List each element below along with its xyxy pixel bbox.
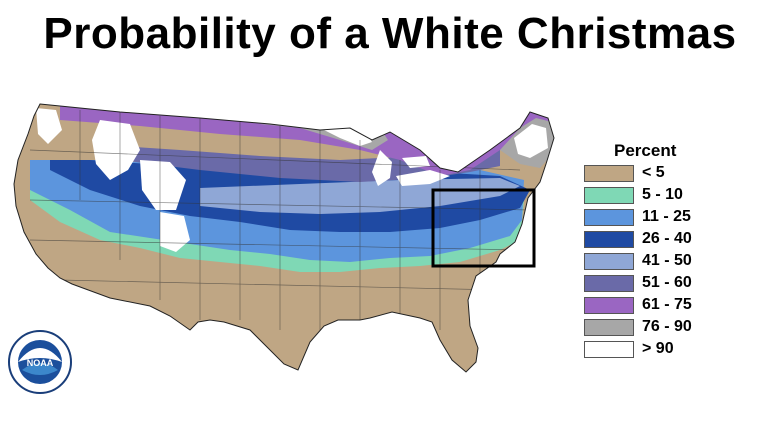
legend-item: 61 - 75 [584, 294, 754, 316]
legend-label: 41 - 50 [642, 252, 692, 269]
legend-item: 76 - 90 [584, 316, 754, 338]
map-zone-over-90-ne [514, 124, 548, 158]
legend-item: 11 - 25 [584, 206, 754, 228]
map-zone-over-90-co [160, 212, 190, 252]
legend-swatch [584, 340, 634, 358]
legend-item: < 5 [584, 162, 754, 184]
legend-item: 5 - 10 [584, 184, 754, 206]
noaa-logo-text: NOAA [27, 358, 54, 368]
map-zone-over-90-nw [36, 108, 62, 144]
legend-item: 51 - 60 [584, 272, 754, 294]
great-lakes [372, 150, 450, 186]
legend-heading: Percent [614, 141, 677, 160]
legend-label: 76 - 90 [642, 318, 692, 335]
legend-label: 26 - 40 [642, 230, 692, 247]
map-zone-over-90-wy [140, 160, 186, 210]
legend-label: 51 - 60 [642, 274, 692, 291]
legend-swatch [584, 186, 634, 204]
legend-swatch [584, 230, 634, 248]
legend-swatch [584, 296, 634, 314]
map-zone-over-90-mt [92, 120, 140, 180]
page-title: Probability of a White Christmas [43, 9, 737, 58]
legend-label: > 90 [642, 340, 674, 357]
legend-swatch [584, 274, 634, 292]
legend-label: < 5 [642, 164, 665, 181]
state-borders [29, 110, 531, 330]
map-zone-51-60 [120, 146, 500, 182]
noaa-logo-icon: NOAA [8, 330, 72, 394]
legend-item: 41 - 50 [584, 250, 754, 272]
legend-item: 26 - 40 [584, 228, 754, 250]
legend-label: 61 - 75 [642, 296, 692, 313]
legend-swatch [584, 208, 634, 226]
legend-swatch [584, 318, 634, 336]
legend-label: 11 - 25 [642, 208, 691, 225]
legend: Percent < 5 5 - 10 11 - 25 26 - 40 41 - 50 51… [584, 140, 754, 360]
highlight-box [431, 188, 536, 268]
legend-swatch [584, 252, 634, 270]
legend-item: > 90 [584, 338, 754, 360]
legend-swatch [584, 164, 634, 182]
legend-label: 5 - 10 [642, 186, 683, 203]
